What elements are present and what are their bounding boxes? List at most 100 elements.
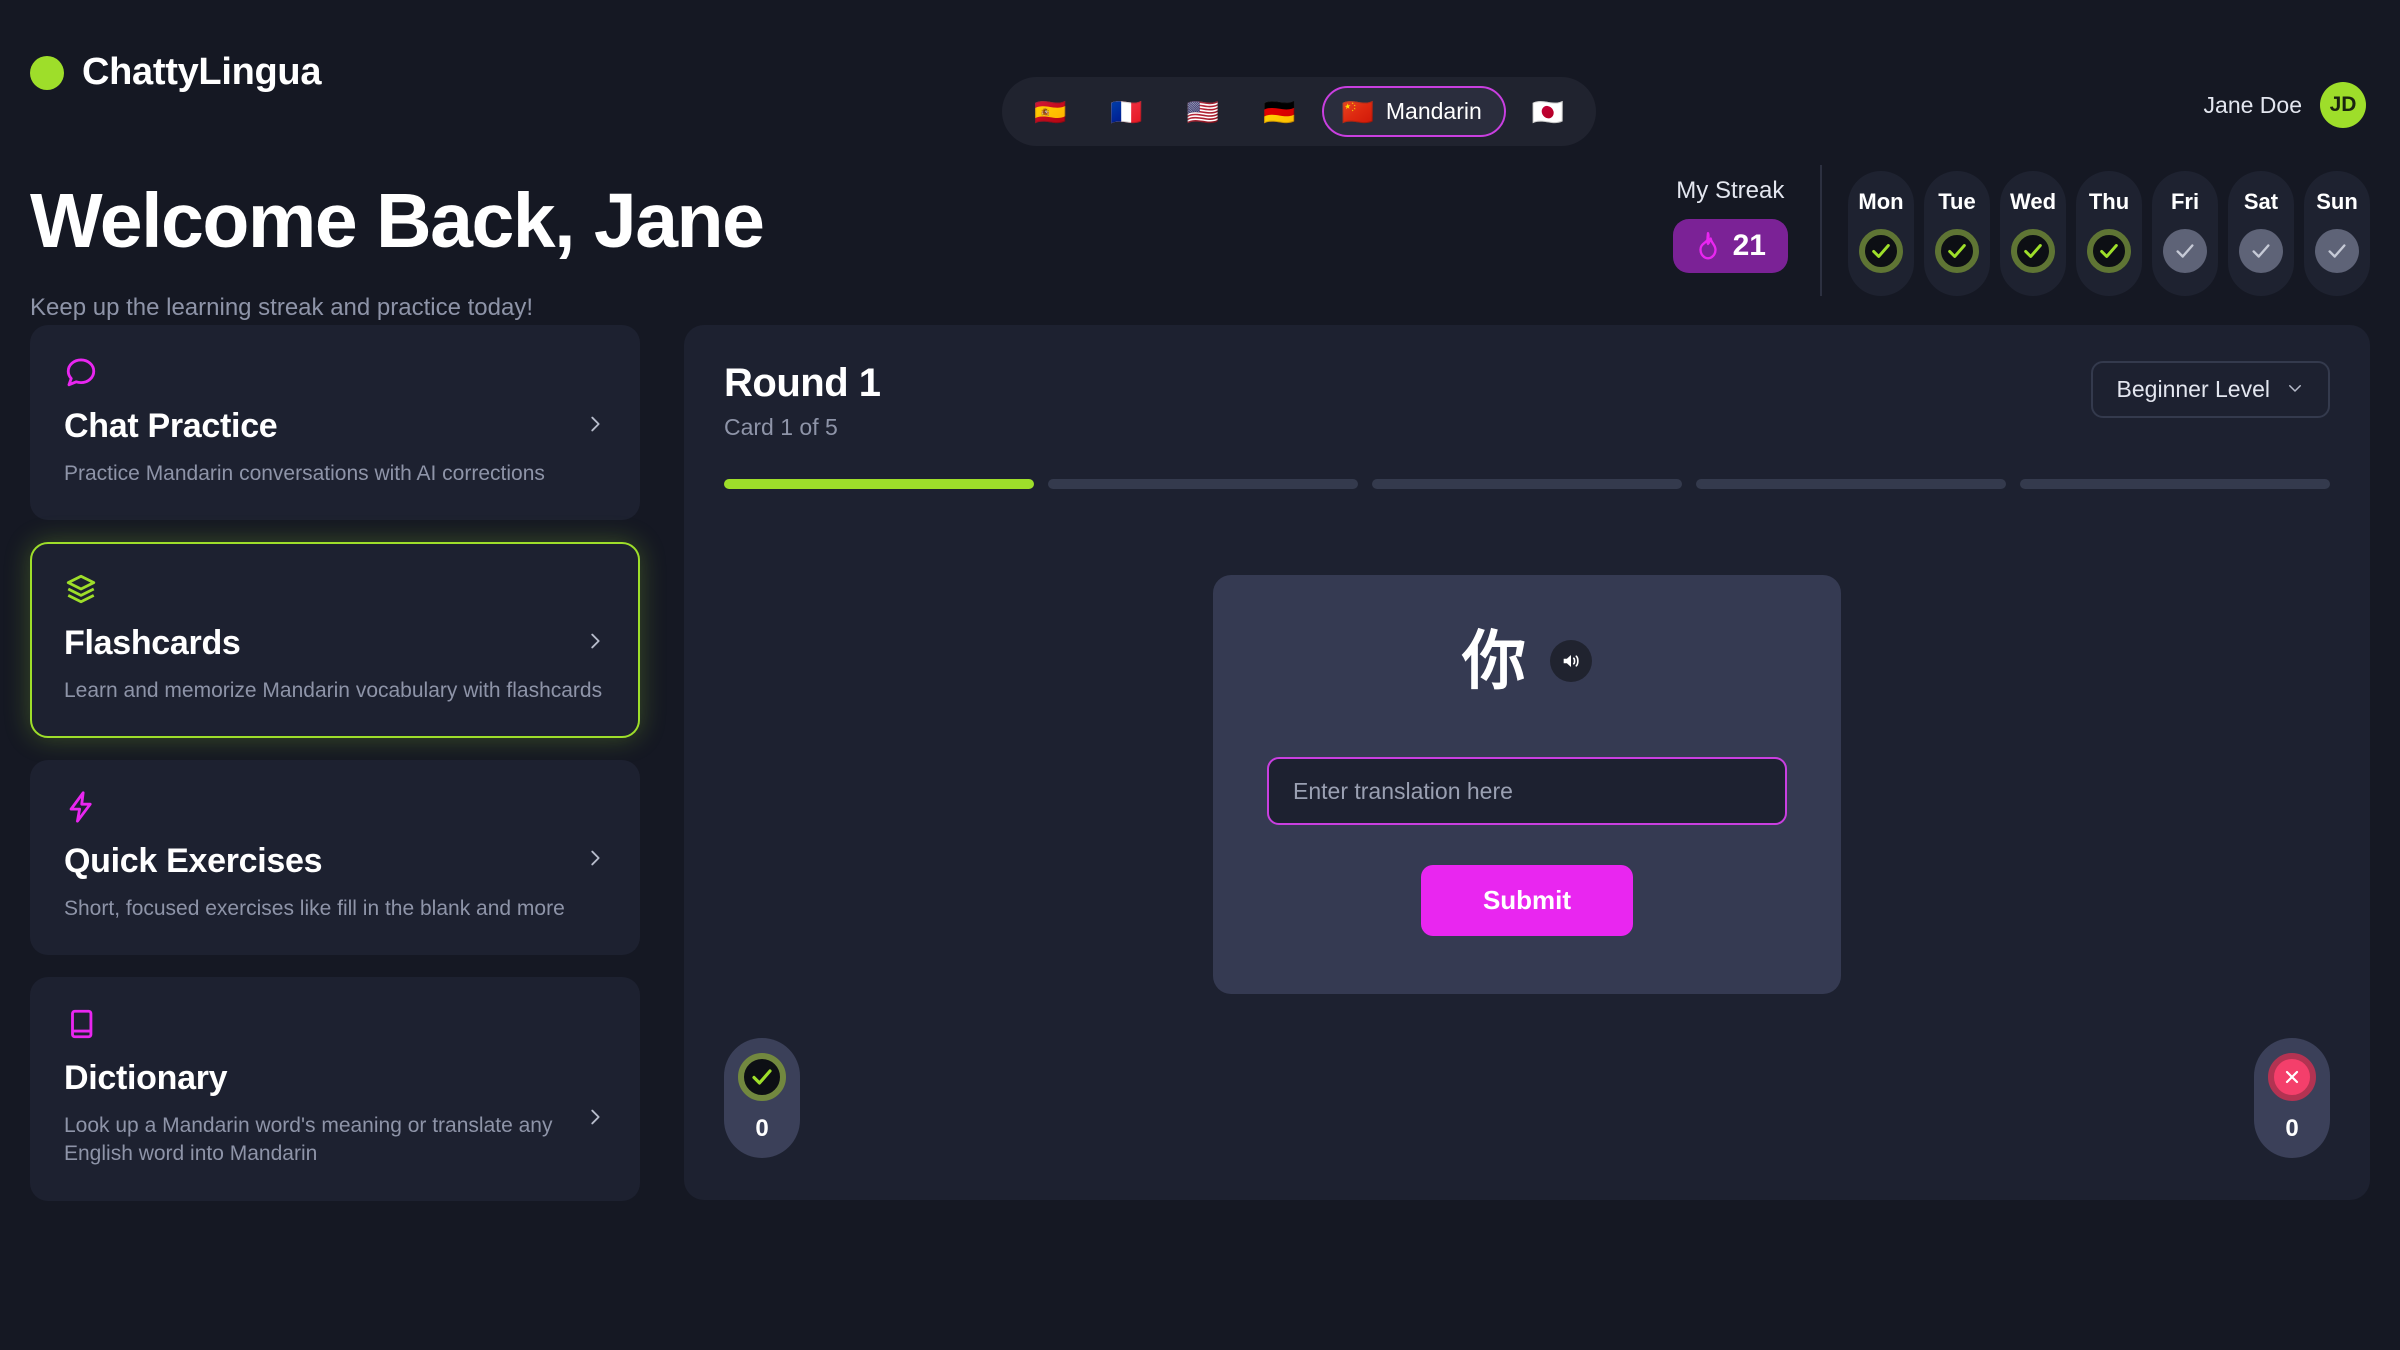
chat-bubble-icon <box>64 355 606 393</box>
chevron-down-icon <box>2286 376 2304 403</box>
progress-segment <box>724 479 1034 489</box>
lang-option-mandarin-label: Mandarin <box>1385 98 1482 124</box>
nav-card-title: Dictionary <box>64 1059 228 1098</box>
check-icon <box>1935 229 1979 273</box>
brand-logo: ChattyLingua <box>30 51 321 94</box>
page-subtitle: Keep up the learning streak and practice… <box>30 294 533 321</box>
flashcard: 你 Submit <box>1213 575 1841 994</box>
avatar[interactable]: JD <box>2320 82 2366 128</box>
user-name: Jane Doe <box>2203 91 2302 118</box>
lang-option-spanish[interactable]: 🇪🇸 <box>1016 87 1084 137</box>
check-icon <box>2315 229 2359 273</box>
translation-input[interactable] <box>1267 757 1787 825</box>
streak-day-sun: Sun <box>2304 171 2370 296</box>
flag-france-icon: 🇫🇷 <box>1110 96 1143 127</box>
streak-day-mon: Mon <box>1848 171 1914 296</box>
streak-day-label: Tue <box>1938 189 1976 214</box>
progress-segment <box>1048 479 1358 489</box>
streak-day-wed: Wed <box>2000 171 2066 296</box>
incorrect-count: 0 <box>2285 1115 2299 1142</box>
correct-score: 0 <box>724 1038 800 1158</box>
streak-summary: My Streak 21 <box>1672 165 1820 273</box>
streak-widget: My Streak 21 Mon Tue <box>1672 165 2370 296</box>
streak-day-sat: Sat <box>2228 171 2294 296</box>
streak-day-thu: Thu <box>2076 171 2142 296</box>
nav-card-title: Chat Practice <box>64 407 278 445</box>
flame-icon <box>1698 231 1717 260</box>
progress-segment <box>1372 479 1682 489</box>
chevron-right-icon <box>584 413 606 440</box>
streak-day-label: Wed <box>2009 189 2057 214</box>
check-icon <box>1859 229 1903 273</box>
chevron-right-icon <box>584 630 606 657</box>
flashcard-word: 你 <box>1462 625 1526 697</box>
nav-card-desc: Learn and memorize Mandarin vocabulary w… <box>64 679 603 703</box>
nav-card-title: Quick Exercises <box>64 841 323 880</box>
main-content: Chat Practice Practice Mandarin conversa… <box>0 325 2400 1201</box>
streak-badge: 21 <box>1672 219 1788 273</box>
lang-option-french[interactable]: 🇫🇷 <box>1092 87 1160 137</box>
nav-card-list: Chat Practice Practice Mandarin conversa… <box>30 325 640 1201</box>
streak-day-label: Thu <box>2088 189 2130 214</box>
submit-button[interactable]: Submit <box>1420 865 1634 936</box>
brand-name: ChattyLingua <box>82 51 322 93</box>
hero-section: Welcome Back, Jane Keep up the learning … <box>0 145 2400 325</box>
book-icon <box>64 1007 606 1045</box>
streak-day-tue: Tue <box>1924 171 1990 296</box>
streak-day-fri: Fri <box>2152 171 2218 296</box>
progress-bar <box>724 479 2330 489</box>
check-icon <box>2163 229 2207 273</box>
card-counter: Card 1 of 5 <box>724 414 838 440</box>
check-circle-icon <box>738 1053 786 1101</box>
incorrect-score: 0 <box>2254 1038 2330 1158</box>
nav-card-chat-practice[interactable]: Chat Practice Practice Mandarin conversa… <box>30 325 640 521</box>
nav-card-flashcards[interactable]: Flashcards Learn and memorize Mandarin v… <box>30 542 640 738</box>
brand-dot-icon <box>30 55 64 90</box>
level-dropdown[interactable]: Beginner Level <box>2090 361 2330 418</box>
streak-label: My Streak <box>1676 177 1785 204</box>
streak-count: 21 <box>1732 229 1766 262</box>
flag-usa-icon: 🇺🇸 <box>1186 96 1220 127</box>
close-circle-icon <box>2268 1053 2316 1101</box>
check-icon <box>2239 229 2283 273</box>
level-dropdown-label: Beginner Level <box>2116 376 2270 402</box>
streak-days: Mon Tue Wed Thu <box>1820 165 2370 296</box>
streak-day-label: Mon <box>1858 189 1904 214</box>
page-title: Welcome Back, Jane <box>30 178 765 264</box>
lang-option-mandarin[interactable]: 🇨🇳 Mandarin <box>1321 86 1506 137</box>
streak-day-label: Fri <box>2170 189 2200 214</box>
chevron-right-icon <box>584 1106 606 1133</box>
lang-option-english[interactable]: 🇺🇸 <box>1169 87 1237 137</box>
check-icon <box>2011 229 2055 273</box>
flag-china-icon: 🇨🇳 <box>1341 96 1374 127</box>
flag-japan-icon: 🇯🇵 <box>1531 96 1565 127</box>
progress-segment <box>2020 479 2330 489</box>
app-header: ChattyLingua 🇪🇸 🇫🇷 🇺🇸 🇩🇪 🇨🇳 Mandarin 🇯🇵 … <box>0 0 2400 146</box>
streak-day-label: Sun <box>2316 189 2358 214</box>
flag-germany-icon: 🇩🇪 <box>1263 96 1296 127</box>
chevron-right-icon <box>584 847 606 874</box>
flag-spain-icon: 🇪🇸 <box>1034 96 1067 127</box>
lang-option-japanese[interactable]: 🇯🇵 <box>1514 87 1582 137</box>
flashcard-word-row: 你 <box>1462 629 1592 693</box>
language-switcher[interactable]: 🇪🇸 🇫🇷 🇺🇸 🇩🇪 🇨🇳 Mandarin 🇯🇵 <box>1002 77 1597 146</box>
nav-card-dictionary[interactable]: Dictionary Look up a Mandarin word's mea… <box>30 977 640 1201</box>
speaker-icon[interactable] <box>1550 640 1592 682</box>
progress-segment <box>1696 479 2006 489</box>
practice-panel: Round 1 Card 1 of 5 Beginner Level 你 <box>684 325 2370 1200</box>
check-icon <box>2087 229 2131 273</box>
nav-card-desc: Short, focused exercises like fill in th… <box>64 896 565 920</box>
round-title: Round 1 <box>724 361 881 405</box>
nav-card-desc: Look up a Mandarin word's meaning or tra… <box>64 1114 553 1166</box>
nav-card-title: Flashcards <box>64 624 241 663</box>
streak-day-label: Sat <box>2243 189 2279 214</box>
user-menu[interactable]: Jane Doe JD <box>2204 82 2366 128</box>
round-info: Round 1 Card 1 of 5 <box>724 361 881 441</box>
nav-card-quick-exercises[interactable]: Quick Exercises Short, focused exercises… <box>30 759 640 956</box>
nav-card-desc: Practice Mandarin conversations with AI … <box>64 462 545 485</box>
layers-icon <box>64 572 606 610</box>
practice-header: Round 1 Card 1 of 5 Beginner Level <box>724 361 2330 441</box>
lightning-icon <box>64 790 606 828</box>
lang-option-german[interactable]: 🇩🇪 <box>1245 87 1313 137</box>
correct-count: 0 <box>755 1115 769 1142</box>
